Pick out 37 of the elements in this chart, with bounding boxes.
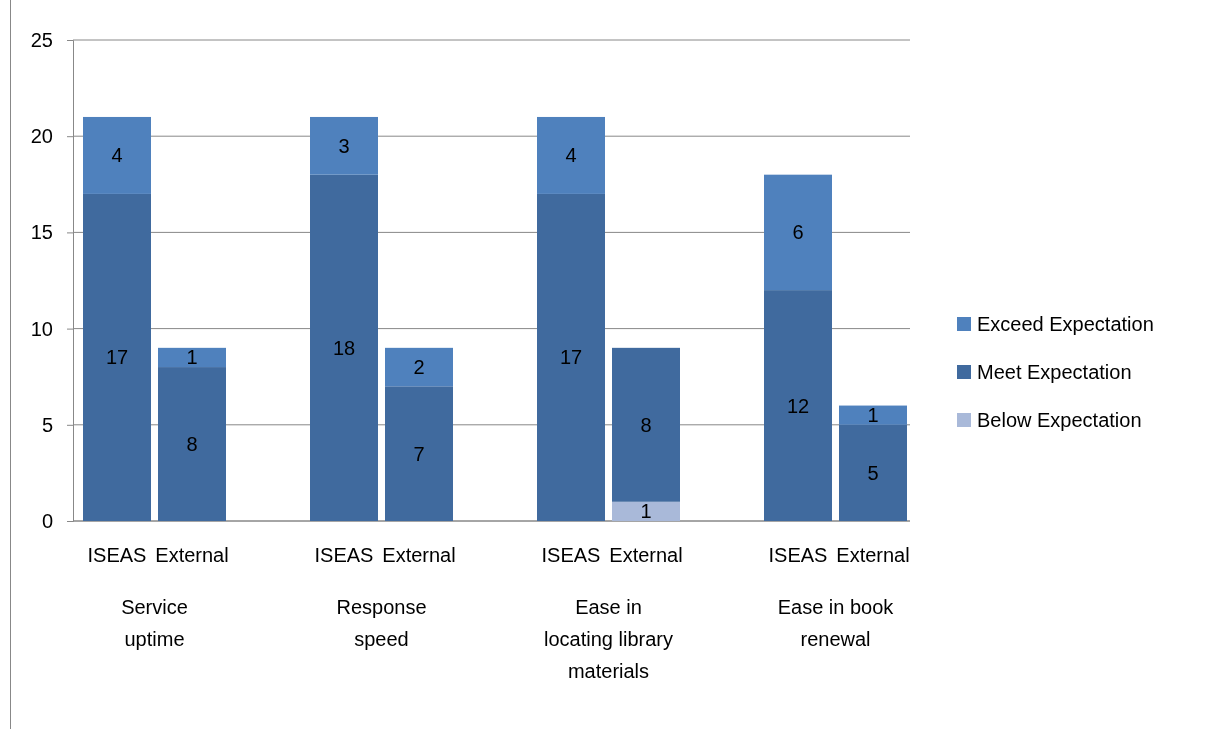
- data-label: 18: [332, 336, 356, 359]
- data-label: 8: [186, 433, 198, 456]
- x-tick-label: External: [155, 544, 229, 566]
- data-label: 3: [338, 134, 350, 157]
- x-tick-label: ISEAS: [314, 544, 374, 566]
- y-tick-label: 20: [30, 125, 53, 148]
- x-tick-label: External: [609, 544, 683, 566]
- y-tick-label: 10: [30, 317, 53, 340]
- y-tick-label: 0: [41, 509, 53, 532]
- data-label: 4: [565, 144, 577, 167]
- y-tick-label: 5: [41, 413, 53, 436]
- y-tick-label: 15: [30, 221, 53, 244]
- data-label: 1: [867, 404, 879, 427]
- data-label: 4: [111, 144, 123, 167]
- data-label: 17: [559, 346, 583, 369]
- data-label: 7: [413, 442, 425, 465]
- text: Response speed: [336, 596, 427, 650]
- x-tick-label: ISEAS: [87, 544, 147, 566]
- legend-label: Exceed Expectation: [977, 313, 1154, 335]
- data-label: 17: [105, 346, 129, 369]
- x-tick-label: External: [382, 544, 456, 566]
- legend-label: Below Expectation: [977, 409, 1142, 431]
- text: Service uptime: [121, 596, 188, 650]
- data-label: 5: [867, 461, 879, 484]
- legend-label: Meet Expectation: [977, 361, 1132, 383]
- data-label: 12: [786, 394, 810, 417]
- x-tick-label: ISEAS: [768, 544, 828, 566]
- data-label: 2: [413, 356, 425, 379]
- data-label: 6: [792, 221, 804, 244]
- x-tick-label: ISEAS: [541, 544, 601, 566]
- data-label: 1: [186, 346, 198, 369]
- y-tick-label: 25: [30, 28, 53, 51]
- text: Ease in book renewal: [777, 596, 895, 650]
- text: Ease in locating library materials: [544, 596, 673, 682]
- data-label: 1: [640, 500, 652, 523]
- x-tick-label: External: [836, 544, 910, 566]
- data-label: 8: [640, 413, 652, 436]
